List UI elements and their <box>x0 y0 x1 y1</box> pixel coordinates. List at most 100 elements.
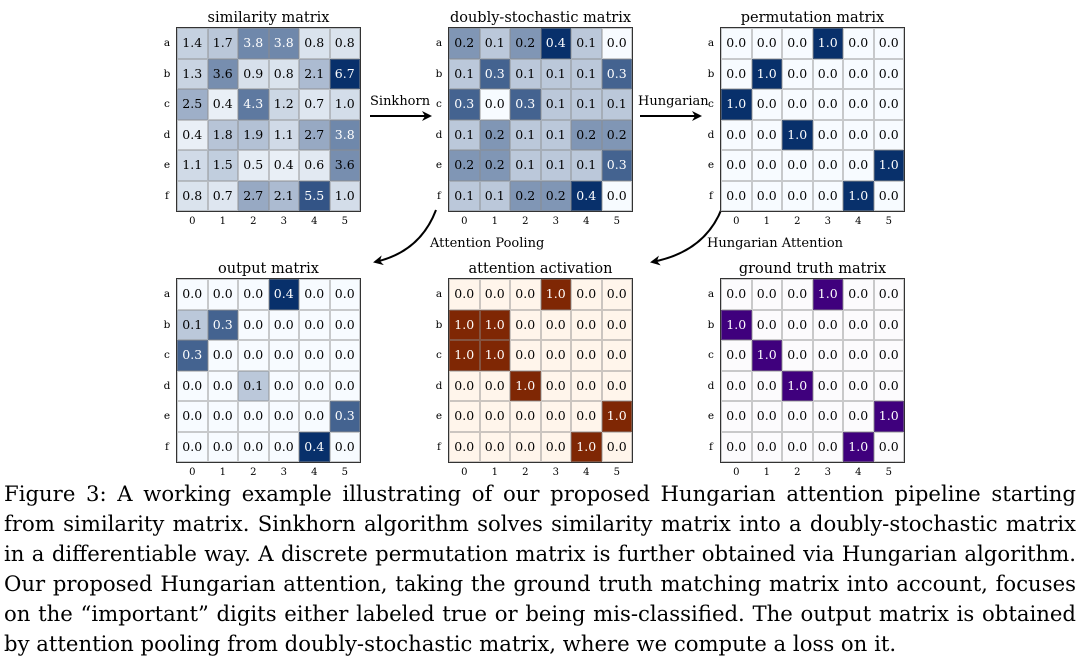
ground-truth-cell: 1.0 <box>812 279 843 310</box>
similarity-col-label: 5 <box>341 216 348 227</box>
ground-truth-col-label: 5 <box>885 467 892 478</box>
permutation-cell: 0.0 <box>782 58 813 89</box>
output-cell: 0.0 <box>207 370 238 401</box>
attention-activation-cell: 0.0 <box>510 431 541 462</box>
similarity-cell: 0.7 <box>207 180 238 211</box>
similarity-cell: 2.7 <box>238 180 269 211</box>
similarity-cell: 2.1 <box>268 180 299 211</box>
doubly-stochastic-cell: 0.2 <box>449 28 480 59</box>
output-cell: 0.4 <box>299 431 330 462</box>
permutation-cell: 0.0 <box>843 58 874 89</box>
output-cell: 0.3 <box>177 340 208 371</box>
attention-activation-cell: 1.0 <box>479 309 510 340</box>
ground-truth-title: ground truth matrix <box>738 261 887 277</box>
attention-activation-cell: 0.0 <box>449 370 480 401</box>
output-cell: 0.0 <box>299 309 330 340</box>
permutation-cell: 0.0 <box>721 58 752 89</box>
attention-activation-cell: 0.0 <box>479 370 510 401</box>
permutation-cell: 0.0 <box>782 180 813 211</box>
similarity-cell: 6.7 <box>329 58 360 89</box>
output-cell: 0.0 <box>238 309 269 340</box>
attention-activation-cell: 0.0 <box>571 401 602 432</box>
similarity-cell: 3.6 <box>329 150 360 181</box>
doubly-stochastic-col-label: 1 <box>491 216 498 227</box>
permutation-cell: 0.0 <box>873 89 904 120</box>
doubly-stochastic-cell: 0.1 <box>540 150 571 181</box>
permutation-cell: 0.0 <box>751 119 782 150</box>
attention-activation-col-label: 5 <box>613 467 620 478</box>
doubly-stochastic-cell: 0.1 <box>571 28 602 59</box>
doubly-stochastic-cell: 0.3 <box>510 89 541 120</box>
attention-activation-cell: 0.0 <box>540 401 571 432</box>
doubly-stochastic-row-label: c <box>436 98 442 111</box>
doubly-stochastic-cell: 0.1 <box>601 89 632 120</box>
doubly-stochastic-cell: 0.1 <box>571 150 602 181</box>
similarity-cell: 1.0 <box>329 180 360 211</box>
ground-truth-row-label: a <box>707 288 715 301</box>
doubly-stochastic-row-label: f <box>437 189 441 202</box>
figure-caption: Figure 3: A working example illustrating… <box>4 481 1076 656</box>
similarity-cell: 0.8 <box>177 180 208 211</box>
permutation-col-label: 4 <box>855 216 862 227</box>
ground-truth-col-label: 3 <box>824 467 831 478</box>
similarity-row-label: c <box>164 98 170 111</box>
ground-truth-cell: 0.0 <box>751 370 782 401</box>
output-col-label: 4 <box>311 467 318 478</box>
hungarian-attention-label: Hungarian Attention <box>707 236 844 251</box>
similarity-row-label: b <box>163 67 171 80</box>
permutation-col-label: 2 <box>794 216 801 227</box>
attention-activation-cell: 0.0 <box>510 279 541 310</box>
permutation-cell: 1.0 <box>812 28 843 59</box>
ground-truth-cell: 0.0 <box>782 431 813 462</box>
doubly-stochastic-cell: 0.4 <box>571 180 602 211</box>
similarity-cell: 0.7 <box>299 89 330 120</box>
attention-activation-col-label: 0 <box>461 467 468 478</box>
ground-truth-cell: 0.0 <box>782 309 813 340</box>
attention-activation-grid: 0.0 0.0 0.0 1.0 0.0 0.0 1.0 1.0 0.0 0.0 0.0 0.0 1.0 1… <box>448 278 633 463</box>
ground-truth-cell: 0.0 <box>812 431 843 462</box>
doubly-stochastic-row-label: e <box>435 159 443 172</box>
ground-truth-cell: 1.0 <box>782 370 813 401</box>
attention-activation-col-label: 1 <box>491 467 498 478</box>
similarity-cell: 0.4 <box>177 119 208 150</box>
permutation-cell: 0.0 <box>782 28 813 59</box>
doubly-stochastic-col-label: 2 <box>522 216 529 227</box>
doubly-stochastic-cell: 0.4 <box>540 28 571 59</box>
doubly-stochastic-cell: 0.1 <box>540 119 571 150</box>
attention-activation-cell: 0.0 <box>601 340 632 371</box>
doubly-stochastic-cell: 0.0 <box>601 28 632 59</box>
output-cell: 0.0 <box>329 340 360 371</box>
ground-truth-cell: 0.0 <box>812 401 843 432</box>
output-cell: 0.0 <box>329 370 360 401</box>
attention-activation-cell: 1.0 <box>449 340 480 371</box>
output-cell: 0.0 <box>207 340 238 371</box>
sinkhorn-label: Sinkhorn <box>370 94 431 109</box>
permutation-cell: 0.0 <box>721 28 752 59</box>
output-title: output matrix <box>218 261 319 277</box>
ground-truth-cell: 1.0 <box>873 401 904 432</box>
similarity-row-label: f <box>165 189 169 202</box>
ground-truth-cell: 1.0 <box>721 309 752 340</box>
doubly-stochastic-col-label: 0 <box>461 216 468 227</box>
similarity-row-label: e <box>163 159 171 172</box>
attention-activation-cell: 0.0 <box>479 431 510 462</box>
similarity-row-label: a <box>163 37 171 50</box>
permutation-row-label: a <box>707 37 715 50</box>
output-col-label: 1 <box>219 467 226 478</box>
attention-activation-col-label: 3 <box>552 467 559 478</box>
ground-truth-cell: 0.0 <box>843 309 874 340</box>
ground-truth-col-label: 0 <box>733 467 740 478</box>
attention-activation-cell: 0.0 <box>601 309 632 340</box>
pipeline-figure: Sinkhorn Hungarian Attention Pooling Hun… <box>163 10 905 478</box>
permutation-cell: 0.0 <box>843 119 874 150</box>
output-col-label: 0 <box>189 467 196 478</box>
ground-truth-cell: 0.0 <box>873 309 904 340</box>
similarity-cell: 1.9 <box>238 119 269 150</box>
ground-truth-cell: 1.0 <box>843 431 874 462</box>
similarity-cell: 1.1 <box>268 119 299 150</box>
permutation-cell: 1.0 <box>782 119 813 150</box>
output-cell: 0.0 <box>238 279 269 310</box>
ground-truth-cell: 0.0 <box>782 401 813 432</box>
similarity-cell: 2.5 <box>177 89 208 120</box>
ground-truth-grid: 0.0 0.0 0.0 1.0 0.0 0.0 1.0 0.0 0.0 0.0 0.0 0.0 0.0 1… <box>720 278 905 463</box>
